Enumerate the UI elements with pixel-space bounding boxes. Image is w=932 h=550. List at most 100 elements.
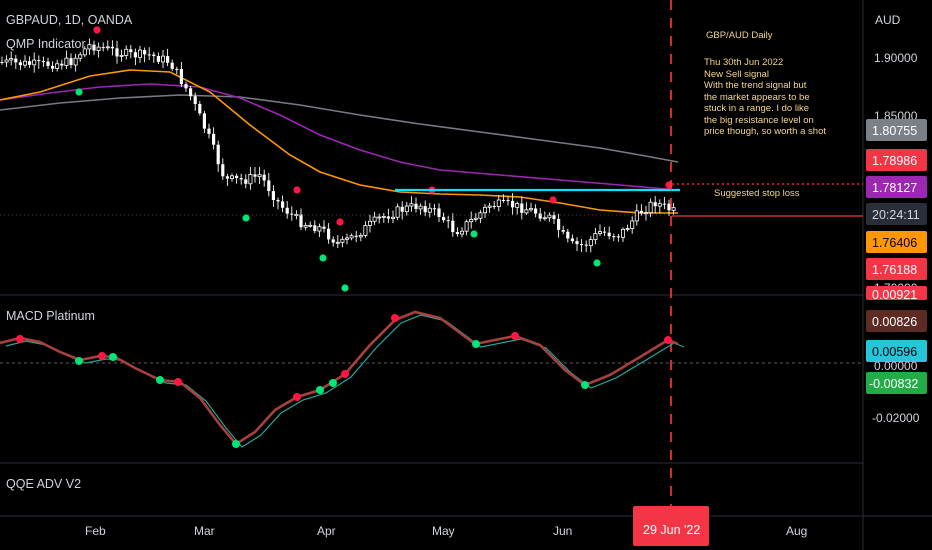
candle bbox=[322, 220, 326, 233]
candle bbox=[630, 216, 635, 234]
candle bbox=[313, 220, 317, 234]
time-label-aug: Aug bbox=[786, 524, 807, 538]
candle bbox=[143, 47, 147, 63]
candle bbox=[331, 236, 335, 247]
candle bbox=[671, 203, 676, 215]
buy-signal-dot bbox=[470, 230, 478, 238]
annotation-stop-loss[interactable]: Suggested stop loss bbox=[714, 188, 800, 199]
candle bbox=[257, 166, 262, 184]
buy-signal-dot bbox=[341, 284, 349, 292]
candle bbox=[198, 101, 202, 116]
candle bbox=[603, 227, 607, 237]
candle bbox=[4, 55, 9, 68]
svg-text:0.00826: 0.00826 bbox=[872, 315, 917, 329]
macd-tick-neg: -0.02000 bbox=[872, 411, 920, 425]
candle bbox=[354, 231, 358, 243]
macd-badge-red: 0.00921 bbox=[866, 286, 927, 302]
moving-averages bbox=[0, 69, 679, 214]
indicator-label-qmp[interactable]: QMP Indicator bbox=[6, 37, 86, 51]
sell-signal-dot bbox=[93, 26, 101, 34]
macd-tick-zero: 0.00000 bbox=[874, 359, 918, 373]
candle bbox=[607, 226, 611, 240]
candle bbox=[317, 223, 322, 237]
candle bbox=[644, 205, 649, 221]
candle bbox=[133, 48, 137, 66]
macd-badge-cyan: 0.00596 bbox=[866, 340, 927, 362]
macd-green-dot bbox=[472, 340, 480, 348]
candle bbox=[612, 233, 616, 242]
candle bbox=[653, 196, 657, 214]
candle bbox=[235, 173, 239, 184]
symbol-title[interactable]: GBPAUD, 1D, OANDA bbox=[6, 13, 133, 27]
candle bbox=[110, 40, 114, 56]
macd-red-dot bbox=[16, 335, 24, 343]
annotation-title[interactable]: GBP/AUD Daily bbox=[706, 30, 773, 41]
candle bbox=[409, 196, 414, 212]
candle bbox=[335, 234, 340, 248]
candle bbox=[51, 61, 55, 72]
candle bbox=[290, 206, 294, 221]
candle bbox=[216, 140, 220, 172]
candle bbox=[423, 200, 427, 217]
candle bbox=[14, 54, 18, 69]
candle bbox=[625, 224, 630, 232]
candle bbox=[175, 66, 179, 75]
candle bbox=[570, 234, 574, 244]
candle bbox=[487, 202, 492, 213]
annotation-body[interactable]: Thu 30th Jun 2022 New Sell signal With t… bbox=[704, 57, 826, 137]
candle bbox=[92, 40, 96, 56]
macd-green-dot bbox=[75, 357, 83, 365]
sell-signal-dot bbox=[293, 186, 301, 194]
candle bbox=[147, 47, 151, 61]
candle bbox=[299, 208, 303, 231]
indicator-label-qqe[interactable]: QQE ADV V2 bbox=[6, 477, 82, 491]
candle bbox=[193, 92, 197, 111]
candle bbox=[46, 57, 50, 69]
candle bbox=[381, 213, 386, 223]
candle bbox=[575, 237, 579, 252]
macd-green-dot bbox=[329, 379, 337, 387]
macd-signal-dots bbox=[16, 314, 672, 448]
time-label-jun: Jun bbox=[553, 524, 572, 538]
candle bbox=[501, 194, 505, 203]
candle bbox=[598, 224, 603, 237]
buy-signal-dot bbox=[242, 214, 250, 222]
macd-red-dot bbox=[391, 314, 399, 322]
candle bbox=[124, 45, 129, 60]
candle bbox=[492, 201, 496, 210]
macd-red-dot bbox=[98, 352, 106, 360]
candle bbox=[557, 213, 561, 238]
macd-green-dot bbox=[232, 440, 240, 448]
svg-text:1.80755: 1.80755 bbox=[872, 124, 917, 138]
candle bbox=[511, 193, 515, 215]
candle bbox=[87, 38, 92, 55]
candle bbox=[22, 55, 27, 69]
time-label-mar: Mar bbox=[194, 524, 215, 538]
ma-purple-line bbox=[0, 83, 679, 191]
candle bbox=[404, 201, 409, 216]
countdown-badge: 20:24:11 bbox=[866, 203, 927, 225]
candle bbox=[308, 221, 313, 228]
candle bbox=[18, 59, 22, 71]
price-badge-red: 1.78986 bbox=[866, 149, 927, 171]
svg-text:20:24:11: 20:24:11 bbox=[872, 208, 920, 222]
candle bbox=[459, 227, 464, 238]
candle bbox=[69, 53, 73, 69]
indicator-label-macd[interactable]: MACD Platinum bbox=[6, 309, 95, 323]
candle bbox=[437, 203, 441, 223]
candle bbox=[524, 202, 529, 216]
candle bbox=[271, 185, 275, 207]
candle bbox=[367, 214, 372, 233]
candle bbox=[9, 51, 14, 66]
candle bbox=[427, 202, 432, 218]
candle bbox=[212, 127, 216, 150]
svg-text:0.00921: 0.00921 bbox=[872, 288, 917, 302]
macd-badge-brown: 0.00826 bbox=[866, 310, 927, 332]
candle bbox=[662, 196, 666, 210]
candle bbox=[105, 40, 110, 51]
candle bbox=[451, 213, 455, 237]
svg-text:1.78127: 1.78127 bbox=[872, 181, 917, 195]
candle bbox=[303, 222, 308, 231]
candle bbox=[580, 239, 584, 252]
